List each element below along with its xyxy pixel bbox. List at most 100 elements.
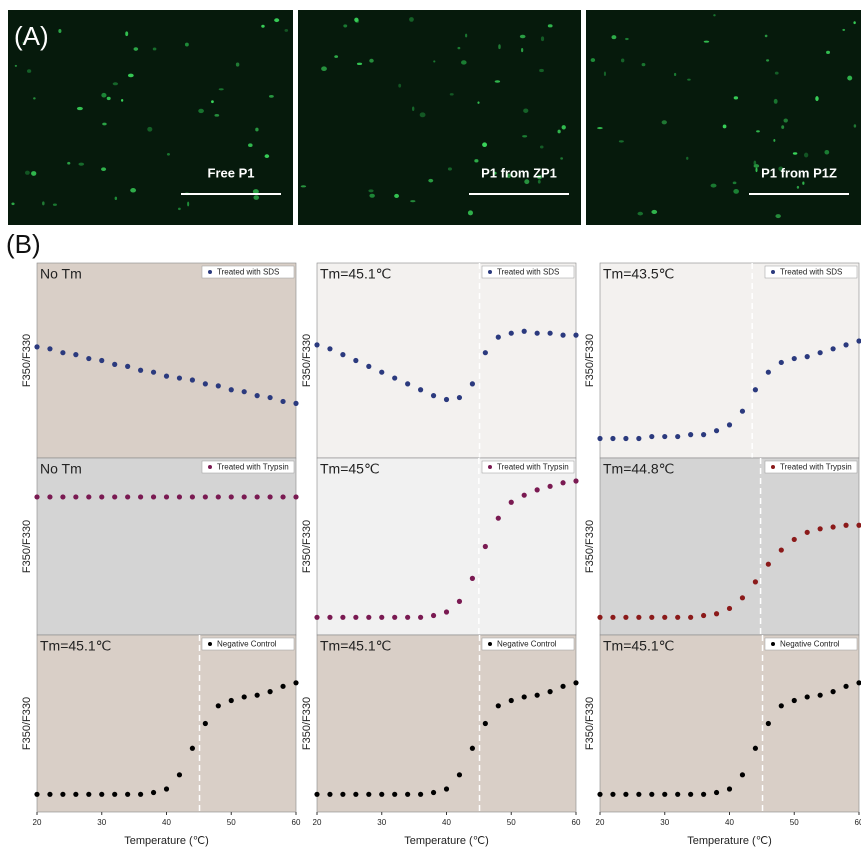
- point: [405, 381, 411, 387]
- point: [430, 789, 437, 796]
- x-tick-label: 50: [790, 818, 799, 827]
- plot-area: [599, 634, 860, 813]
- point: [636, 435, 642, 442]
- cell: [67, 161, 71, 165]
- point: [430, 393, 437, 399]
- point: [73, 791, 79, 797]
- cell: [603, 71, 607, 76]
- cell: [842, 28, 846, 31]
- cell: [641, 62, 646, 67]
- cell: [14, 64, 18, 67]
- point: [701, 791, 707, 797]
- plots: No Tm F350/F330 Treated with SDS Tm=45.1℃ F3…: [21, 262, 861, 847]
- cell: [732, 181, 737, 185]
- point: [675, 791, 681, 797]
- cell: [521, 48, 524, 53]
- point: [353, 791, 359, 797]
- point: [99, 494, 105, 500]
- cell: [661, 120, 667, 125]
- point: [340, 352, 346, 358]
- point: [830, 524, 836, 530]
- cell: [274, 18, 280, 23]
- point: [163, 494, 170, 500]
- point: [267, 689, 273, 695]
- plot-area: [36, 262, 297, 459]
- legend-label: Treated with SDS: [780, 268, 842, 277]
- legend-box: [764, 265, 858, 279]
- point: [495, 334, 501, 340]
- point: [280, 398, 286, 405]
- point: [830, 689, 836, 695]
- point: [418, 791, 424, 797]
- cell: [130, 188, 137, 193]
- cell: [539, 68, 544, 73]
- point: [662, 433, 668, 440]
- point: [752, 579, 759, 585]
- legend-label: Treated with Trypsin: [497, 463, 569, 472]
- x-tick-label: 60: [572, 818, 581, 827]
- point: [34, 791, 40, 797]
- point: [508, 330, 514, 336]
- point: [675, 614, 681, 620]
- point: [765, 720, 771, 727]
- point: [739, 595, 746, 601]
- point: [623, 435, 629, 442]
- point: [843, 342, 849, 348]
- legend-label: Treated with Trypsin: [217, 463, 289, 472]
- legend-box: [201, 460, 295, 474]
- cell: [783, 118, 788, 123]
- cell: [248, 143, 253, 147]
- point: [636, 791, 642, 797]
- cell: [802, 181, 805, 185]
- cell: [101, 92, 107, 98]
- plot-area: [36, 634, 297, 813]
- point: [456, 772, 463, 778]
- cell: [106, 96, 111, 101]
- point: [47, 494, 53, 500]
- cell: [625, 37, 629, 41]
- plot-area: [599, 457, 860, 636]
- cell: [33, 97, 36, 100]
- plot: Tm=43.5℃ F350/F330 Treated with SDS: [584, 262, 861, 459]
- cell: [756, 130, 760, 133]
- cell: [268, 94, 274, 98]
- cell: [590, 58, 596, 63]
- point: [47, 791, 53, 797]
- point: [688, 791, 694, 797]
- plot-area: [316, 457, 577, 636]
- point: [547, 330, 553, 336]
- legend-swatch: [208, 642, 212, 646]
- point: [73, 352, 79, 358]
- x-tick-label: 30: [660, 818, 669, 827]
- cell: [540, 36, 545, 42]
- cell: [334, 55, 339, 58]
- point: [340, 614, 346, 620]
- cell: [235, 62, 240, 67]
- point: [366, 363, 372, 369]
- cell: [211, 100, 214, 104]
- y-axis-label: F350/F330: [584, 334, 596, 387]
- cell: [214, 113, 220, 117]
- cell: [11, 202, 15, 206]
- cell: [147, 126, 153, 132]
- cell: [618, 140, 624, 143]
- cell: [253, 195, 260, 200]
- cell: [102, 122, 107, 126]
- cell: [428, 178, 434, 183]
- cell: [433, 60, 436, 63]
- point: [560, 480, 566, 486]
- cell: [31, 171, 37, 176]
- legend-swatch: [488, 270, 492, 274]
- point: [739, 408, 746, 414]
- cell: [409, 17, 414, 22]
- cell: [198, 108, 204, 114]
- point: [726, 422, 733, 428]
- point: [202, 494, 208, 500]
- cell: [815, 96, 819, 102]
- cell: [713, 14, 716, 17]
- cell: [398, 83, 402, 88]
- point: [176, 375, 183, 381]
- cell: [166, 152, 170, 156]
- legend-box: [764, 460, 858, 474]
